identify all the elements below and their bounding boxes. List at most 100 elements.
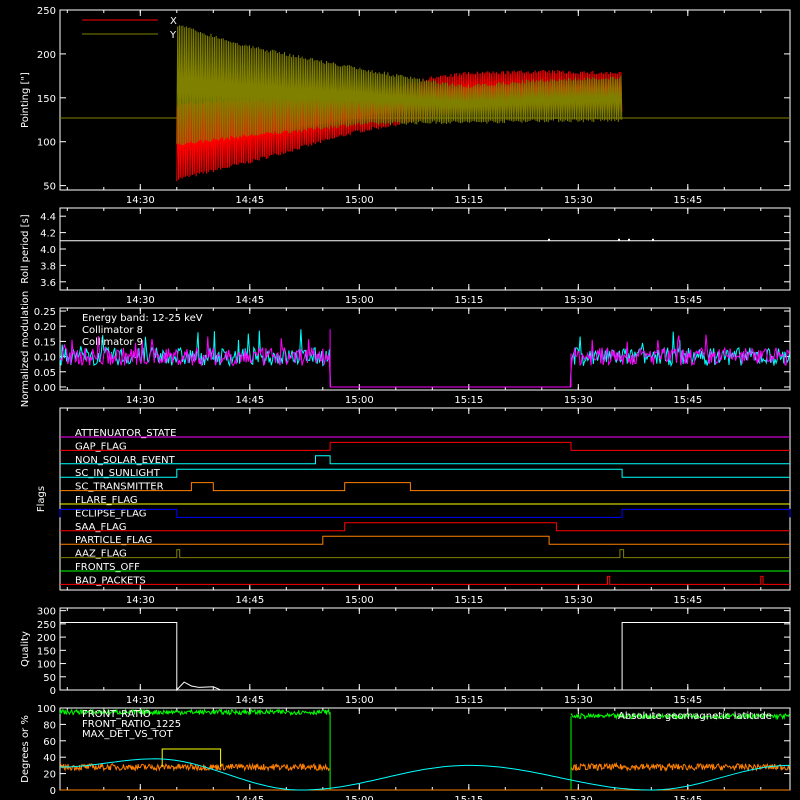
degrees-annotation: Absolute geomagnetic latitude bbox=[618, 711, 772, 722]
modulation-xtick-label: 14:30 bbox=[126, 395, 155, 406]
pointing-panel: 14:30 14:45 15:00 15:15 15:30 15:45 50 100 150 20… bbox=[20, 6, 791, 206]
pointing-xtick-label: 15:15 bbox=[454, 195, 483, 206]
degrees-xtick-label: 14:30 bbox=[126, 795, 155, 800]
flag-line bbox=[60, 468, 790, 478]
quality-xtick-label: 14:45 bbox=[235, 695, 264, 706]
front-ratio-line bbox=[59, 707, 330, 717]
degrees-xtick-label: 15:15 bbox=[454, 795, 483, 800]
flag-label: GAP_FLAG bbox=[75, 441, 127, 452]
quality-ytick-label: 200 bbox=[37, 633, 56, 644]
flag-label: BAD_PACKETS bbox=[75, 575, 146, 586]
quality-line bbox=[60, 622, 790, 692]
degrees-xtick-label: 15:00 bbox=[345, 795, 374, 800]
quality-xtick-label: 15:30 bbox=[564, 695, 593, 706]
modulation-annotation: Energy band: 12-25 keV bbox=[82, 313, 203, 324]
pointing-legend-label: Y bbox=[169, 30, 177, 41]
roll-period-blip bbox=[618, 238, 620, 241]
degrees-xtick-label: 15:30 bbox=[564, 795, 593, 800]
flag-label: PARTICLE_FLAG bbox=[75, 535, 152, 546]
degrees-ylabel: Degrees or % bbox=[20, 715, 31, 783]
flag-line bbox=[60, 482, 790, 492]
pointing-xtick-label: 15:30 bbox=[564, 195, 593, 206]
degrees-panel: 14:30 14:45 15:00 15:15 15:30 15:45 0 20 40 60 80 1… bbox=[20, 704, 791, 800]
roll-period-blip bbox=[652, 238, 654, 241]
flag-line bbox=[60, 441, 790, 451]
modulation-ytick-label: 0.05 bbox=[34, 368, 56, 379]
roll_period-ytick-label: 3.6 bbox=[40, 278, 56, 289]
pointing-series-y bbox=[176, 25, 623, 146]
pointing-xtick-label: 15:00 bbox=[345, 195, 374, 206]
flags-xtick-label: 15:45 bbox=[673, 595, 702, 606]
flag-line bbox=[60, 549, 790, 559]
pointing-ytick-label: 250 bbox=[37, 6, 56, 17]
modulation-ytick-label: 0.25 bbox=[34, 307, 56, 318]
flag-label: FRONTS_OFF bbox=[75, 562, 140, 573]
flag-line bbox=[60, 455, 790, 465]
front-ratio-line bbox=[570, 712, 790, 721]
flag-label: NON_SOLAR_EVENT bbox=[75, 455, 176, 466]
modulation-xtick-label: 15:15 bbox=[454, 395, 483, 406]
degrees-ytick-label: 0 bbox=[50, 786, 56, 797]
flags-axes-frame bbox=[59, 407, 791, 591]
flags-xtick-label: 15:15 bbox=[454, 595, 483, 606]
pointing-ytick-label: 50 bbox=[43, 182, 56, 193]
roll_period-xtick-label: 14:30 bbox=[126, 295, 155, 306]
roll_period-ytick-label: 3.8 bbox=[40, 261, 56, 272]
roll_period-ytick-label: 4.4 bbox=[40, 212, 56, 223]
modulation-xtick-label: 15:30 bbox=[564, 395, 593, 406]
quality-xtick-label: 15:00 bbox=[345, 695, 374, 706]
degrees-legend-label: FRONT_RATIO_1225 bbox=[82, 719, 181, 730]
flags-xtick-label: 14:45 bbox=[235, 595, 264, 606]
flag-label: ECLIPSE_FLAG bbox=[75, 508, 146, 519]
roll_period-ytick-label: 4.0 bbox=[40, 245, 56, 256]
flag-line bbox=[60, 535, 790, 545]
quality-ytick-label: 100 bbox=[37, 660, 56, 671]
flag-line bbox=[60, 575, 790, 585]
roll_period-xtick-label: 15:15 bbox=[454, 295, 483, 306]
modulation-annotation: Collimator 9 bbox=[82, 337, 143, 348]
flags-xtick-label: 15:30 bbox=[564, 595, 593, 606]
modulation-axes-frame bbox=[59, 307, 791, 391]
flag-line bbox=[60, 522, 790, 532]
degrees-ytick-label: 40 bbox=[43, 753, 56, 764]
modulation-ytick-label: 0.10 bbox=[34, 353, 56, 364]
pointing-ytick-label: 200 bbox=[37, 50, 56, 61]
modulation-xtick-label: 15:45 bbox=[673, 395, 702, 406]
quality-xtick-label: 15:45 bbox=[673, 695, 702, 706]
flags-xtick-label: 14:30 bbox=[126, 595, 155, 606]
flag-label: AAZ_FLAG bbox=[75, 549, 127, 560]
modulation-ytick-label: 0.20 bbox=[34, 322, 56, 333]
roll_period-xtick-label: 15:30 bbox=[564, 295, 593, 306]
pointing-ytick-label: 100 bbox=[37, 138, 56, 149]
roll_period-ytick-label: 4.2 bbox=[40, 229, 56, 240]
pointing-legend-label: X bbox=[170, 16, 177, 27]
modulation-annotation: Collimator 8 bbox=[82, 325, 143, 336]
degrees-xtick-label: 15:45 bbox=[673, 795, 702, 800]
flags-panel: 14:30 14:45 15:00 15:15 15:30 15:45 Flags ATTEN… bbox=[36, 407, 791, 606]
modulation-panel: 14:30 14:45 15:00 15:15 15:30 15:45 0.00 0.05 0.… bbox=[20, 291, 791, 408]
roll_period-xtick-label: 15:00 bbox=[345, 295, 374, 306]
roll-period-blip bbox=[628, 238, 630, 241]
max-det-line bbox=[60, 762, 330, 772]
flag-label: SAA_FLAG bbox=[75, 522, 126, 533]
flag-label: SC_IN_SUNLIGHT bbox=[75, 468, 161, 479]
quality-ylabel: Quality bbox=[20, 631, 31, 667]
degrees-ytick-label: 20 bbox=[43, 770, 56, 781]
modulation-series-2 bbox=[59, 334, 790, 388]
degrees-ytick-label: 100 bbox=[37, 704, 56, 715]
pointing-xtick-label: 14:30 bbox=[126, 195, 155, 206]
modulation-ylabel: Normalized modulation bbox=[20, 291, 31, 408]
quality-ytick-label: 50 bbox=[43, 673, 56, 684]
pointing-ytick-label: 150 bbox=[37, 94, 56, 105]
geomagnetic-latitude-line bbox=[60, 758, 790, 791]
quality-ytick-label: 250 bbox=[37, 620, 56, 631]
flags-xtick-label: 15:00 bbox=[345, 595, 374, 606]
pointing-ylabel: Pointing ["] bbox=[20, 72, 31, 128]
degrees-legend-label: MAX_DET_VS_TOT bbox=[82, 729, 174, 740]
modulation-xtick-label: 15:00 bbox=[345, 395, 374, 406]
quality-ytick-label: 150 bbox=[37, 646, 56, 657]
degrees-ytick-label: 60 bbox=[43, 737, 56, 748]
roll_period-xtick-label: 14:45 bbox=[235, 295, 264, 306]
